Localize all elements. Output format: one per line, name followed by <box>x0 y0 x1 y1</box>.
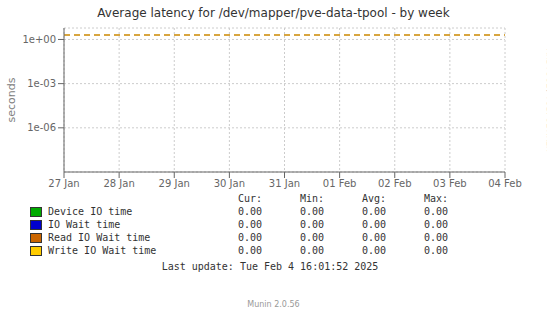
svg-text:30 Jan: 30 Jan <box>214 178 245 189</box>
html-text:0.00: 0.00 <box>361 219 386 230</box>
html-text:0.00: 0.00 <box>299 206 324 217</box>
html-text:Cur:: Cur: <box>237 193 262 204</box>
html-text:0.00: 0.00 <box>237 206 262 217</box>
svg-text:04 Feb: 04 Feb <box>488 178 522 189</box>
svg-text:29 Jan: 29 Jan <box>159 178 190 189</box>
html-text:Last update: Tue Feb 4 16:01:5: Last update: Tue Feb 4 16:01:52 2025 <box>161 261 379 272</box>
html-text:0.00: 0.00 <box>423 206 448 217</box>
html-text:0.00: 0.00 <box>299 232 324 243</box>
html-text:0.00: 0.00 <box>299 245 324 256</box>
svg-text:03 Feb: 03 Feb <box>433 178 467 189</box>
svg-text:28 Jan: 28 Jan <box>103 178 134 189</box>
html-text:IO Wait time: IO Wait time <box>48 219 121 230</box>
html-text:0.00: 0.00 <box>361 206 386 217</box>
html-text:Munin 2.0.56: Munin 2.0.56 <box>247 300 300 309</box>
html-text:Avg:: Avg: <box>361 193 386 204</box>
html-text:0.00: 0.00 <box>423 232 448 243</box>
html-text:0.00: 0.00 <box>299 219 324 230</box>
html-text:0.00: 0.00 <box>237 232 262 243</box>
svg-text:1e-03: 1e-03 <box>27 78 56 89</box>
svg-text:27 Jan: 27 Jan <box>48 178 79 189</box>
html-text:Read IO Wait time: Read IO Wait time <box>48 232 151 243</box>
html-text:Max:: Max: <box>423 193 448 204</box>
html-text:0.00: 0.00 <box>361 245 386 256</box>
html-text:0.00: 0.00 <box>423 219 448 230</box>
svg-text:02 Feb: 02 Feb <box>378 178 412 189</box>
html-text:0.00: 0.00 <box>237 219 262 230</box>
html-text:0.00: 0.00 <box>237 245 262 256</box>
html-text:0.00: 0.00 <box>423 245 448 256</box>
svg-text:01 Feb: 01 Feb <box>323 178 357 189</box>
html-text:Average latency for /dev/mappe: Average latency for /dev/mapper/pve-data… <box>97 6 450 20</box>
svg-text:1e-06: 1e-06 <box>27 122 56 133</box>
html-text:0.00: 0.00 <box>361 232 386 243</box>
svg-text:seconds: seconds <box>8 77 18 122</box>
html-text:Write IO Wait time: Write IO Wait time <box>48 245 157 256</box>
html-text:Min:: Min: <box>299 193 324 204</box>
svg-text:1e+00: 1e+00 <box>22 34 56 45</box>
html-text:Device IO time: Device IO time <box>48 206 133 217</box>
svg-text:31 Jan: 31 Jan <box>269 178 300 189</box>
